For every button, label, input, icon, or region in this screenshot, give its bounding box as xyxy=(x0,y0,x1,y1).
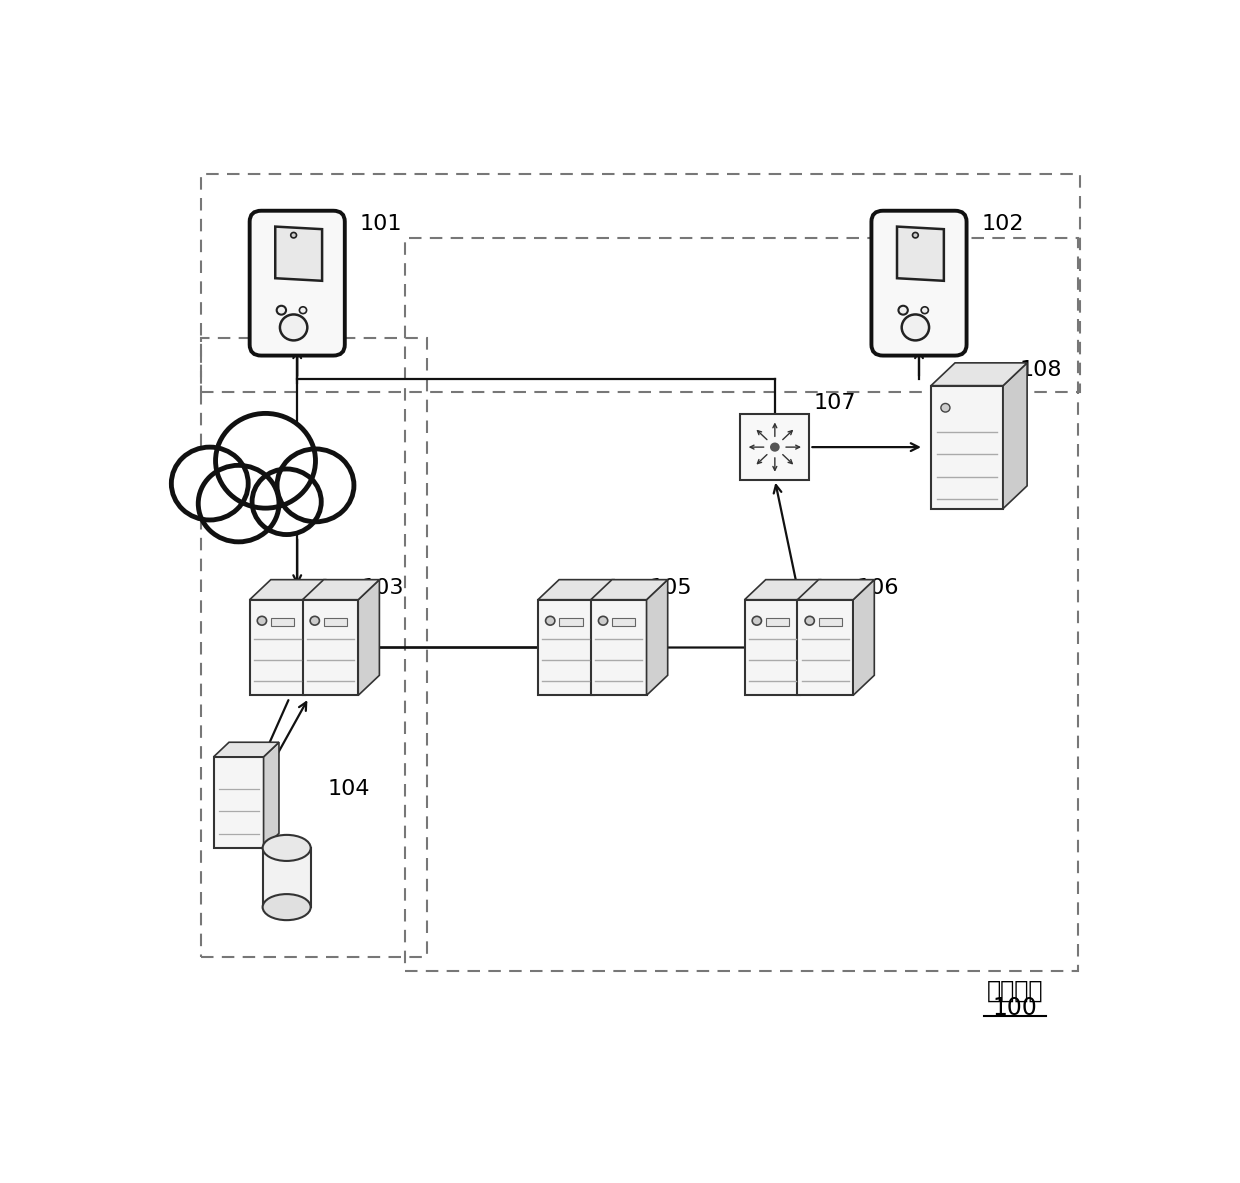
Polygon shape xyxy=(853,580,874,696)
Circle shape xyxy=(171,447,248,521)
Bar xyxy=(249,600,305,696)
Text: 107: 107 xyxy=(813,394,856,413)
Polygon shape xyxy=(797,580,874,600)
Bar xyxy=(613,618,635,626)
Circle shape xyxy=(257,616,267,625)
Ellipse shape xyxy=(263,835,311,861)
Bar xyxy=(590,600,646,696)
Text: 103: 103 xyxy=(362,578,404,599)
Polygon shape xyxy=(538,580,615,600)
Circle shape xyxy=(599,616,608,625)
Bar xyxy=(931,386,1003,509)
Bar xyxy=(324,618,347,626)
Polygon shape xyxy=(646,580,667,696)
Circle shape xyxy=(290,232,296,238)
Bar xyxy=(797,600,853,696)
Polygon shape xyxy=(249,580,326,600)
Text: 双呼系统: 双呼系统 xyxy=(987,978,1043,1003)
Polygon shape xyxy=(358,580,379,696)
Polygon shape xyxy=(931,363,1027,386)
Bar xyxy=(213,757,264,848)
Bar xyxy=(559,618,583,626)
Bar xyxy=(740,414,810,480)
Bar xyxy=(818,618,842,626)
Polygon shape xyxy=(594,580,615,696)
Polygon shape xyxy=(800,580,821,696)
Circle shape xyxy=(901,315,929,341)
Text: 101: 101 xyxy=(360,214,402,234)
Bar xyxy=(303,600,358,696)
Polygon shape xyxy=(264,742,279,848)
Polygon shape xyxy=(897,227,944,280)
Polygon shape xyxy=(1003,363,1027,509)
Circle shape xyxy=(753,616,761,625)
Circle shape xyxy=(252,468,321,535)
Bar xyxy=(263,848,311,907)
Bar xyxy=(744,600,800,696)
FancyBboxPatch shape xyxy=(872,211,966,356)
Circle shape xyxy=(805,616,815,625)
Bar xyxy=(270,618,294,626)
Bar xyxy=(538,600,594,696)
Circle shape xyxy=(921,306,929,313)
Circle shape xyxy=(310,616,320,625)
Text: 104: 104 xyxy=(327,778,371,799)
Circle shape xyxy=(913,232,919,238)
Bar xyxy=(766,618,789,626)
Polygon shape xyxy=(590,580,667,600)
Circle shape xyxy=(299,306,306,313)
Polygon shape xyxy=(213,742,279,757)
Ellipse shape xyxy=(263,894,311,920)
Circle shape xyxy=(770,442,780,452)
Polygon shape xyxy=(275,227,322,280)
Text: 106: 106 xyxy=(857,578,899,599)
Circle shape xyxy=(277,448,353,522)
Circle shape xyxy=(941,403,950,412)
Circle shape xyxy=(198,465,279,542)
Text: 105: 105 xyxy=(650,578,692,599)
Polygon shape xyxy=(303,580,379,600)
FancyBboxPatch shape xyxy=(249,211,345,356)
Text: 108: 108 xyxy=(1019,360,1063,380)
Polygon shape xyxy=(305,580,326,696)
Circle shape xyxy=(280,315,308,341)
Text: 100: 100 xyxy=(993,996,1038,1020)
Circle shape xyxy=(899,305,908,315)
Circle shape xyxy=(277,305,286,315)
Circle shape xyxy=(216,413,315,509)
Text: 102: 102 xyxy=(982,214,1024,234)
Circle shape xyxy=(546,616,554,625)
Polygon shape xyxy=(744,580,821,600)
